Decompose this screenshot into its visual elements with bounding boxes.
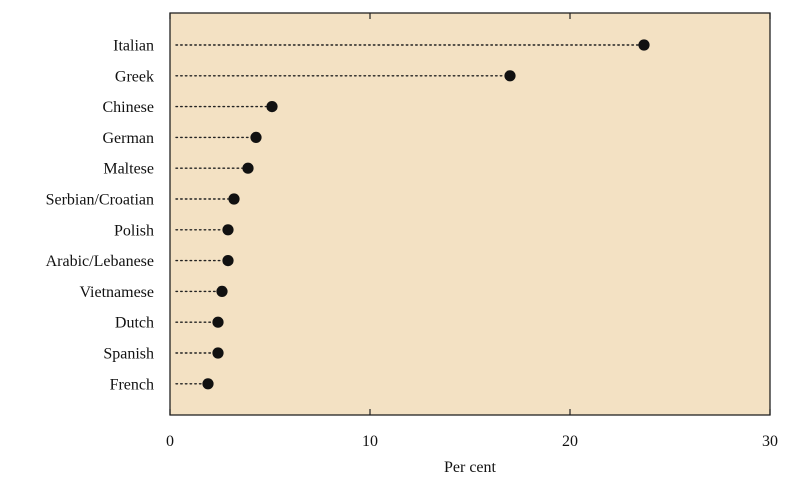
category-label: Vietnamese xyxy=(79,284,154,301)
category-label: German xyxy=(102,130,154,147)
category-label: Maltese xyxy=(103,161,154,178)
plot-area xyxy=(169,12,771,416)
data-point xyxy=(638,39,650,51)
category-label: Greek xyxy=(115,68,154,85)
category-label: Chinese xyxy=(102,99,154,116)
data-point xyxy=(212,316,224,328)
x-tick-label: 30 xyxy=(762,433,778,450)
data-point xyxy=(202,378,214,390)
category-label: Polish xyxy=(114,222,154,239)
data-point xyxy=(228,193,240,205)
data-point xyxy=(222,224,234,236)
x-tick-label: 20 xyxy=(562,433,578,450)
data-point xyxy=(242,162,254,174)
category-label: Spanish xyxy=(103,346,154,363)
x-tick-label: 0 xyxy=(166,433,174,450)
leader-lines xyxy=(175,44,639,385)
data-point xyxy=(222,255,234,267)
category-label: French xyxy=(110,376,154,393)
category-label: Arabic/Lebanese xyxy=(46,253,154,270)
data-point xyxy=(266,101,278,113)
data-point xyxy=(212,347,224,359)
data-points xyxy=(202,39,650,390)
data-point xyxy=(250,131,262,143)
x-tick-labels: 0 10 20 30 xyxy=(166,433,778,450)
category-label: Serbian/Croatian xyxy=(46,192,154,209)
category-labels: Italian Greek Chinese German Maltese Serbian/… xyxy=(46,38,154,394)
x-axis-ticks xyxy=(169,13,771,415)
category-label: Dutch xyxy=(115,315,154,332)
x-tick-label: 10 xyxy=(362,433,378,450)
data-point xyxy=(504,70,516,82)
x-axis-title: Per cent xyxy=(444,459,497,476)
category-label: Italian xyxy=(113,38,154,55)
data-point xyxy=(216,285,228,297)
